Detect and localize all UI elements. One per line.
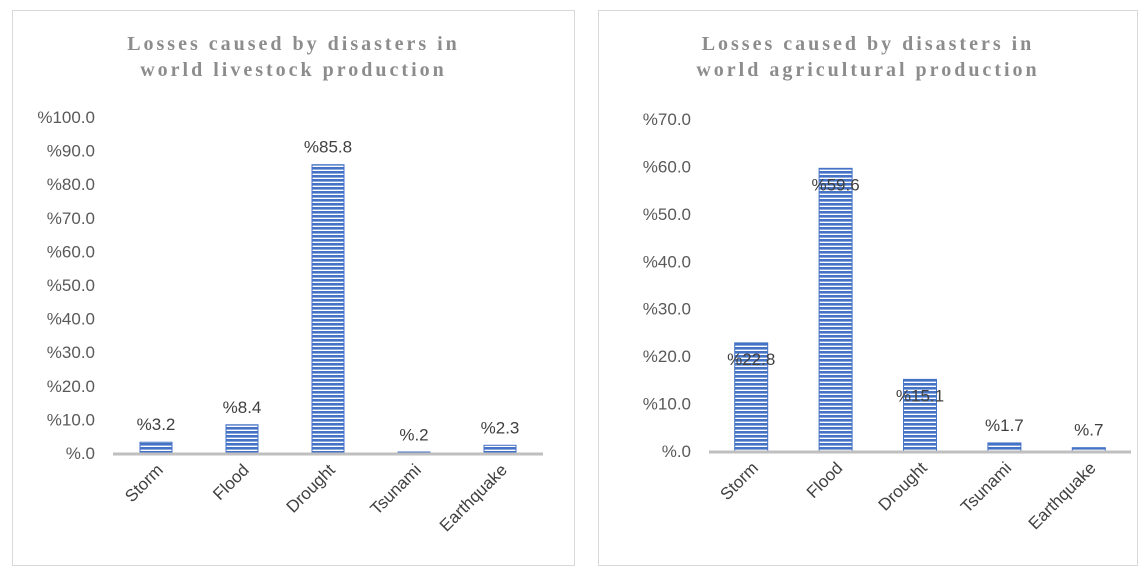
data-label: %1.7 [985,416,1024,435]
chart-title: Losses caused by disasters in world agri… [599,31,1137,83]
bar-storm [139,441,173,454]
category-label: Flood [803,458,847,502]
data-label: %22.8 [727,350,775,369]
data-label: %3.2 [137,415,176,434]
chart-title-line-2: world agricultural production [696,59,1040,81]
category-label: Earthquake [436,460,511,535]
data-label: %85.8 [304,138,352,157]
bar-flood [225,424,259,454]
data-label: %59.6 [811,175,859,194]
category-label: Storm [121,460,166,505]
y-tick-label: %60.0 [47,242,95,261]
y-tick-label: %70.0 [643,110,691,129]
y-tick-label: %.0 [66,444,95,463]
bar-earthquake [483,444,517,454]
y-tick-label: %80.0 [47,175,95,194]
y-tick-label: %50.0 [47,276,95,295]
y-tick-label: %30.0 [47,343,95,362]
bar-chart-agricultural: %.0 %10.0 %20.0 %30.0 %40.0 %50.0 %60.0 %70.0 %2… [643,110,1131,533]
bar-drought [311,164,345,454]
chart-panel-livestock: Losses caused by disasters in world live… [12,10,575,566]
y-tick-label: %50.0 [643,205,691,224]
y-tick-label: %60.0 [643,157,691,176]
data-label: %2.3 [481,418,520,437]
category-label: Storm [717,458,762,503]
chart-panel-agricultural: Losses caused by disasters in world agri… [598,10,1138,566]
bar-chart-livestock: %.0 %10.0 %20.0 %30.0 %40.0 %50.0 %60.0 %70.0 %8… [37,108,543,535]
category-label: Flood [209,460,253,504]
y-tick-label: %20.0 [47,377,95,396]
y-tick-label: %90.0 [47,142,95,161]
chart-title-line-1: Losses caused by disasters in [701,33,1035,55]
y-tick-label: %10.0 [47,410,95,429]
y-tick-label: %70.0 [47,209,95,228]
category-label: Earthquake [1025,458,1100,533]
y-tick-label: %40.0 [47,310,95,329]
chart-title-line-1: Losses caused by disasters in [127,33,460,55]
category-label: Drought [875,458,931,514]
data-label: %8.4 [223,398,262,417]
y-tick-label: %.0 [662,442,691,461]
category-label: Drought [283,460,339,516]
y-tick-label: %20.0 [643,347,691,366]
bar-drought [903,378,937,452]
bar-tsunami [987,442,1022,452]
bar-flood [818,167,853,452]
y-tick-label: %30.0 [643,300,691,319]
y-tick-label: %40.0 [643,252,691,271]
y-tick-label: %100.0 [37,108,95,127]
chart-title: Losses caused by disasters in world live… [13,31,574,83]
data-label: %.7 [1074,421,1103,440]
data-label: %15.1 [896,386,944,405]
category-label: Tsunami [957,458,1015,516]
category-label: Tsunami [367,460,425,518]
chart-title-line-2: world livestock production [140,59,447,81]
y-tick-label: %10.0 [643,395,691,414]
data-label: %.2 [399,425,428,444]
